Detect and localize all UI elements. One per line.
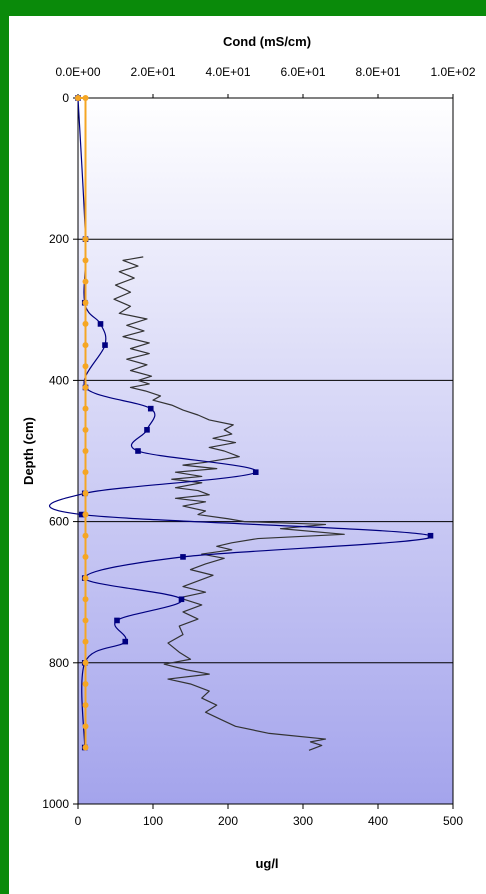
series-3 — [113, 256, 345, 751]
data-point — [82, 405, 89, 412]
data-point — [82, 511, 89, 518]
data-point — [82, 575, 89, 582]
y-tick-label: 0 — [62, 91, 69, 105]
top-tick-label: 4.0E+01 — [205, 65, 250, 79]
y-axis-label: Depth (cm) — [21, 417, 36, 485]
data-point — [102, 342, 108, 348]
data-point — [82, 702, 89, 709]
x-tick-label: 500 — [443, 814, 463, 828]
data-point — [82, 448, 89, 454]
series-1 — [75, 95, 89, 751]
y-tick-label: 800 — [49, 656, 69, 670]
data-point — [82, 236, 89, 243]
data-point — [82, 342, 89, 349]
data-point — [82, 659, 89, 666]
y-tick-label: 400 — [49, 373, 69, 387]
data-point — [82, 257, 89, 264]
x-axis-label: ug/l — [255, 856, 278, 871]
top-tick-label: 0.0E+00 — [55, 65, 100, 79]
data-point — [82, 363, 89, 370]
data-point — [75, 95, 81, 101]
data-point — [82, 638, 89, 645]
top-tick-label: 2.0E+01 — [130, 65, 175, 79]
data-point — [427, 532, 434, 539]
x-tick-label: 100 — [143, 814, 163, 828]
depth-profile-chart: 0 200 400 600 800 1000 0 100 200 300 400 500 0.0E+00… — [21, 34, 476, 871]
data-point — [82, 490, 89, 497]
data-point — [252, 469, 259, 475]
data-point — [82, 299, 89, 306]
y-tick-label: 1000 — [42, 797, 69, 811]
data-point — [82, 680, 89, 687]
data-point — [82, 384, 89, 391]
data-point — [82, 596, 89, 603]
data-point — [114, 617, 120, 624]
y-tick-label: 600 — [49, 515, 69, 529]
data-point — [180, 554, 186, 560]
data-point — [82, 95, 89, 101]
data-point — [147, 405, 154, 412]
data-point — [97, 321, 104, 327]
data-point — [82, 617, 89, 624]
axis-labels: Cond (mS/cm) ug/l Depth (cm) — [21, 34, 311, 871]
plot-area — [78, 98, 453, 804]
data-point — [135, 448, 141, 454]
data-point — [82, 426, 89, 433]
data-point — [82, 469, 89, 476]
series-line — [49, 97, 432, 748]
x-tick-label: 300 — [293, 814, 313, 828]
data-point — [82, 278, 89, 285]
data-point — [82, 553, 89, 560]
grid-lines — [78, 238, 453, 664]
data-point — [178, 596, 185, 603]
top-tick-label: 1.0E+02 — [430, 65, 475, 79]
x-tick-label: 200 — [218, 814, 238, 828]
data-point — [82, 723, 89, 730]
x-tick-label: 0 — [75, 814, 82, 828]
plot-border — [77, 97, 454, 805]
top-tick-label: 8.0E+01 — [355, 65, 400, 79]
x-tick-label: 400 — [368, 814, 388, 828]
chart-frame: 0 200 400 600 800 1000 0 100 200 300 400 500 0.0E+00… — [9, 16, 486, 894]
data-point — [82, 320, 89, 327]
top-tick-label: 6.0E+01 — [280, 65, 325, 79]
data-point — [82, 744, 89, 751]
data-point — [144, 427, 150, 433]
series-line — [113, 256, 345, 751]
axis-ticks: 0 200 400 600 800 1000 0 100 200 300 400 500 0.0E+00… — [42, 65, 476, 828]
data-point — [82, 532, 89, 539]
y-tick-label: 200 — [49, 232, 69, 246]
series-layer — [49, 95, 434, 751]
top-axis-label: Cond (mS/cm) — [223, 34, 311, 49]
data-point — [122, 638, 129, 645]
data-point — [78, 511, 85, 518]
